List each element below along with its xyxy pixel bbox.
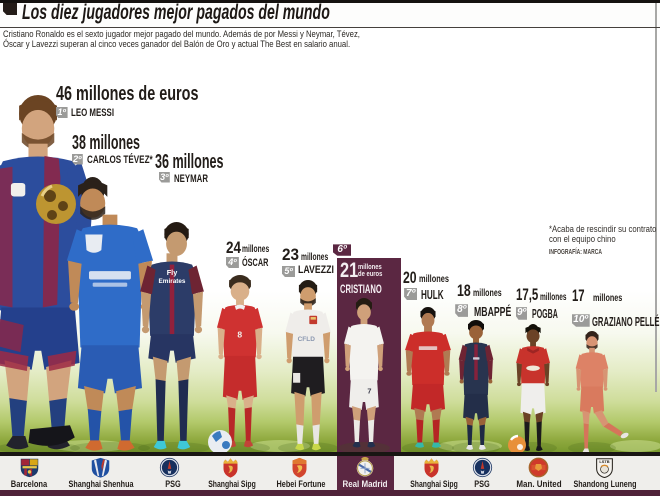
svg-text:Emirates: Emirates [159,278,186,285]
svg-text:8: 8 [237,329,242,339]
svg-text:CFLD: CFLD [298,336,316,343]
svg-text:Fly: Fly [167,269,178,277]
svg-text:7: 7 [367,386,371,395]
svg-text:LSTB: LSTB [599,459,609,464]
